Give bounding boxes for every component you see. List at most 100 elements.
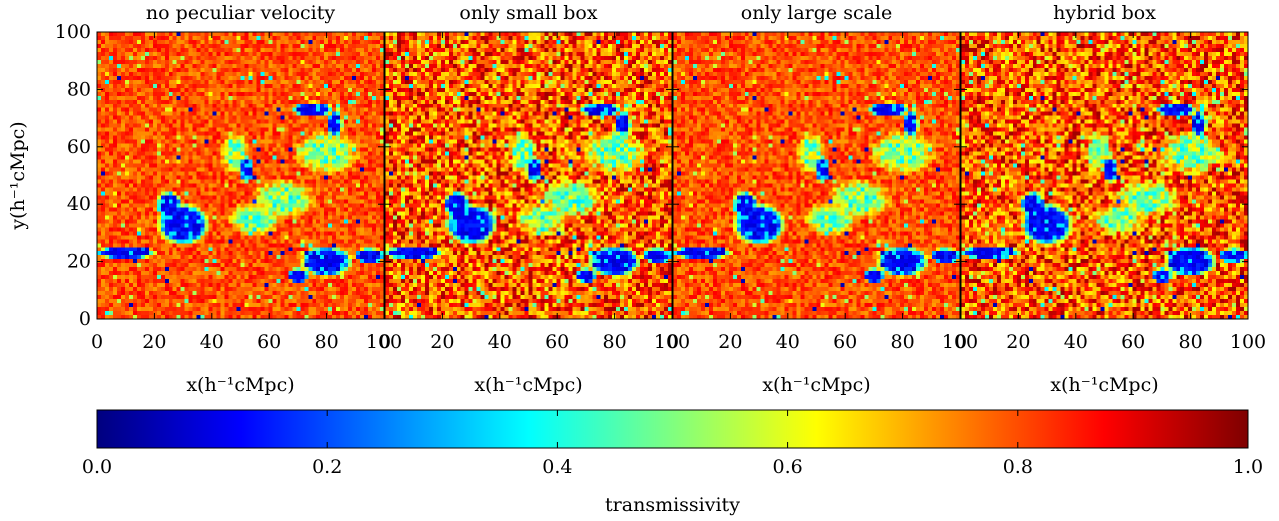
heatmap-cell xyxy=(156,131,162,136)
heatmap-cell xyxy=(248,175,253,180)
heatmap-cell xyxy=(380,91,385,97)
heatmap-cell xyxy=(332,119,337,124)
heatmap-cell xyxy=(292,227,297,232)
heatmap-cell xyxy=(224,71,229,77)
heatmap-cell xyxy=(116,151,122,156)
heatmap-cell xyxy=(308,235,313,240)
heatmap-cell xyxy=(228,103,233,109)
heatmap-cell xyxy=(352,151,357,156)
heatmap-cell xyxy=(172,195,178,200)
heatmap-cell xyxy=(324,291,329,296)
heatmap-cell xyxy=(252,43,257,49)
heatmap-cell xyxy=(372,295,377,300)
heatmap-cell xyxy=(104,171,110,176)
heatmap-cell xyxy=(292,32,297,37)
heatmap-cell xyxy=(356,299,361,304)
heatmap-cell xyxy=(144,111,150,117)
heatmap-cell xyxy=(364,223,369,228)
heatmap-cell xyxy=(240,207,245,212)
heatmap-cell xyxy=(252,195,257,200)
heatmap-cell xyxy=(140,111,146,117)
heatmap-cell xyxy=(332,231,337,236)
heatmap-cell xyxy=(232,43,237,49)
heatmap-cell xyxy=(288,171,293,176)
heatmap-cell xyxy=(208,287,213,292)
heatmap-cell xyxy=(364,271,369,276)
heatmap-cell xyxy=(380,115,385,120)
heatmap-cell xyxy=(284,167,289,172)
heatmap-cell xyxy=(100,235,106,240)
heatmap-cell xyxy=(168,99,174,105)
heatmap-cell xyxy=(120,131,126,136)
heatmap-cell xyxy=(136,267,142,272)
heatmap-cell xyxy=(168,95,174,101)
heatmap-cell xyxy=(220,175,225,180)
heatmap-cell xyxy=(116,267,122,272)
heatmap-cell xyxy=(280,55,285,61)
heatmap-cell xyxy=(144,103,150,109)
heatmap-cell xyxy=(224,299,229,304)
heatmap-cell xyxy=(176,199,182,204)
heatmap-cell xyxy=(332,283,337,288)
heatmap-cell xyxy=(112,35,118,41)
heatmap-cell xyxy=(360,283,365,288)
heatmap-cell xyxy=(132,51,138,57)
heatmap-cell xyxy=(360,147,365,152)
heatmap-cell xyxy=(336,39,341,45)
heatmap-cell xyxy=(200,179,205,184)
heatmap-cell xyxy=(216,259,221,264)
heatmap-cell xyxy=(156,215,162,220)
heatmap-cell xyxy=(288,219,293,224)
heatmap-cell xyxy=(128,139,134,144)
heatmap-cell xyxy=(340,243,345,248)
heatmap-cell xyxy=(244,187,249,192)
heatmap-cell xyxy=(184,51,189,57)
heatmap-cell xyxy=(164,175,170,180)
heatmap-cell xyxy=(296,107,301,113)
heatmap-cell xyxy=(344,243,349,248)
heatmap-cell xyxy=(232,103,237,109)
heatmap-cell xyxy=(148,79,154,85)
heatmap-cell xyxy=(164,115,170,120)
heatmap-cell xyxy=(120,275,126,280)
heatmap-cell xyxy=(364,43,369,49)
heatmap-cell xyxy=(336,135,341,140)
heatmap-cell xyxy=(348,175,353,180)
heatmap-cell xyxy=(116,139,122,144)
heatmap-cell xyxy=(120,51,126,57)
heatmap-cell xyxy=(168,307,174,312)
heatmap-cell xyxy=(244,131,249,136)
heatmap-cell xyxy=(304,111,309,117)
heatmap-cell xyxy=(260,159,265,164)
heatmap-cell xyxy=(256,135,261,140)
heatmap-cell xyxy=(304,35,309,41)
heatmap-cell xyxy=(180,291,185,296)
heatmap-cell xyxy=(192,79,197,85)
heatmap-cell xyxy=(260,139,265,144)
heatmap-cell xyxy=(100,227,106,232)
heatmap-cell xyxy=(116,115,122,120)
heatmap-cell xyxy=(356,51,361,57)
heatmap-cell xyxy=(148,131,154,136)
heatmap-cell xyxy=(248,299,253,304)
heatmap-cell xyxy=(304,247,309,252)
heatmap-cell xyxy=(380,155,385,160)
heatmap-cell xyxy=(344,55,349,61)
heatmap-cell xyxy=(176,307,182,312)
heatmap-cell xyxy=(136,279,142,284)
heatmap-cell xyxy=(140,147,146,152)
heatmap-cell xyxy=(252,39,257,45)
heatmap-cell xyxy=(292,147,297,152)
heatmap-cell xyxy=(376,223,381,228)
heatmap-cell xyxy=(156,32,162,37)
heatmap-cell xyxy=(228,255,233,260)
heatmap-cell xyxy=(184,111,189,117)
heatmap-cell xyxy=(360,91,365,97)
heatmap-cell xyxy=(172,235,178,240)
heatmap-cell xyxy=(232,51,237,57)
heatmap-cell xyxy=(296,271,301,276)
heatmap-cell xyxy=(380,247,385,252)
heatmap-cell xyxy=(292,207,297,212)
heatmap-cell xyxy=(124,299,130,304)
heatmap-cell xyxy=(276,195,281,200)
